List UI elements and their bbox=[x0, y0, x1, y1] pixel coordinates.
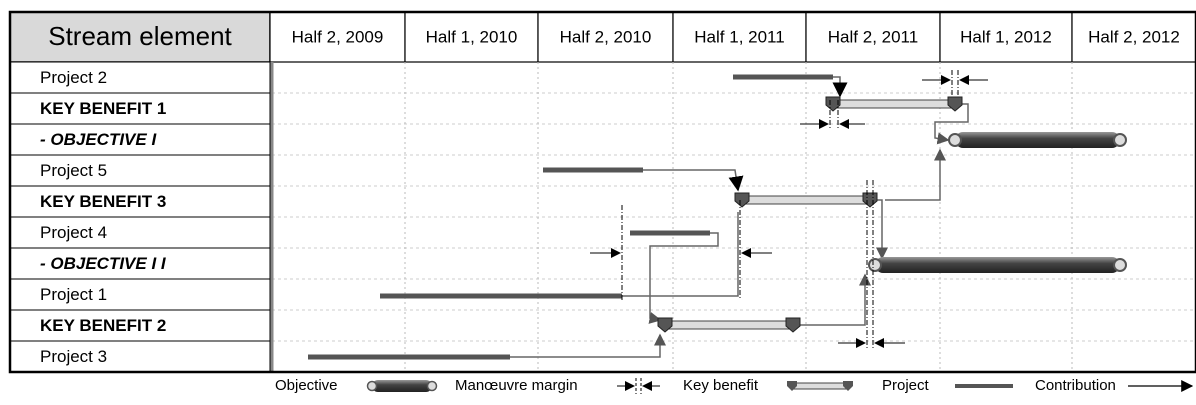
row-label: - OBJECTIVE I I bbox=[40, 254, 167, 273]
legend-label: Project bbox=[882, 377, 930, 394]
legend-objective-end bbox=[366, 380, 378, 392]
contribution-link bbox=[510, 333, 666, 358]
legend-benefit-marker bbox=[787, 381, 797, 391]
contribution-link bbox=[622, 212, 739, 297]
contribution-link bbox=[832, 76, 848, 98]
row-cell bbox=[9, 247, 271, 280]
key-benefit-bar bbox=[832, 99, 956, 109]
contribution-link bbox=[885, 148, 946, 201]
benefit-marker bbox=[947, 96, 963, 112]
contribution-link bbox=[870, 199, 888, 260]
objective-bar bbox=[955, 132, 1120, 148]
key-benefit-bar bbox=[741, 195, 871, 205]
row-label: - OBJECTIVE I bbox=[40, 130, 157, 149]
row-cell bbox=[9, 92, 271, 125]
header-title: Stream element bbox=[48, 21, 232, 51]
row-label: Project 1 bbox=[40, 285, 107, 304]
period-cell bbox=[269, 11, 406, 63]
period-label: Half 2, 2009 bbox=[292, 27, 384, 46]
benefit-marker bbox=[862, 192, 878, 208]
row-label: Project 5 bbox=[40, 161, 107, 180]
legend-label: Contribution bbox=[1035, 377, 1116, 394]
period-cell bbox=[672, 11, 807, 63]
row-label: Project 2 bbox=[40, 68, 107, 87]
objective-bar bbox=[875, 257, 1120, 273]
frame bbox=[8, 10, 1196, 374]
period-label: Half 1, 2011 bbox=[694, 27, 784, 46]
objective-end bbox=[1113, 133, 1127, 147]
period-label: Half 1, 2010 bbox=[426, 27, 518, 46]
legend-objective bbox=[372, 380, 432, 392]
project-bar bbox=[733, 74, 833, 80]
legend-objective-end bbox=[426, 380, 438, 392]
objective-end bbox=[868, 258, 882, 272]
contribution-link bbox=[648, 232, 719, 324]
row-label: KEY BENEFIT 1 bbox=[40, 99, 166, 118]
row-cell bbox=[9, 185, 271, 218]
objective-end bbox=[948, 133, 962, 147]
benefit-marker bbox=[657, 317, 673, 333]
legend-key-benefit bbox=[791, 382, 849, 390]
row-label: KEY BENEFIT 2 bbox=[40, 316, 166, 335]
row-cell bbox=[9, 278, 271, 311]
legend-label: Objective bbox=[275, 377, 338, 394]
header-cell bbox=[9, 11, 271, 63]
period-label: Half 2, 2011 bbox=[828, 27, 918, 46]
key-benefit-bar bbox=[664, 320, 794, 330]
row-cell bbox=[9, 61, 271, 94]
row-cell bbox=[9, 216, 271, 249]
contribution-link bbox=[643, 169, 744, 192]
row-label: Project 4 bbox=[40, 223, 107, 242]
period-cell bbox=[805, 11, 941, 63]
legend-project bbox=[955, 384, 1013, 388]
row-cell bbox=[9, 340, 271, 373]
row-label: Project 3 bbox=[40, 347, 107, 366]
period-cell bbox=[1071, 11, 1196, 63]
period-label: Half 2, 2010 bbox=[560, 27, 652, 46]
legend-label: Key benefit bbox=[683, 377, 759, 394]
project-bar bbox=[380, 293, 622, 299]
project-bar bbox=[630, 230, 710, 236]
project-bar bbox=[543, 167, 643, 173]
contribution-link bbox=[793, 273, 871, 326]
contribution-link bbox=[934, 103, 969, 145]
benefit-marker bbox=[785, 317, 801, 333]
benefit-marker bbox=[734, 192, 750, 208]
row-cell bbox=[9, 154, 271, 187]
legend-benefit-marker bbox=[843, 381, 853, 391]
period-label: Half 2, 2012 bbox=[1088, 27, 1180, 46]
period-cell bbox=[939, 11, 1073, 63]
legend-label: Manœuvre margin bbox=[455, 377, 578, 394]
objective-end bbox=[1113, 258, 1127, 272]
period-label: Half 1, 2012 bbox=[960, 27, 1052, 46]
row-label: KEY BENEFIT 3 bbox=[40, 192, 166, 211]
project-bar bbox=[308, 354, 510, 360]
